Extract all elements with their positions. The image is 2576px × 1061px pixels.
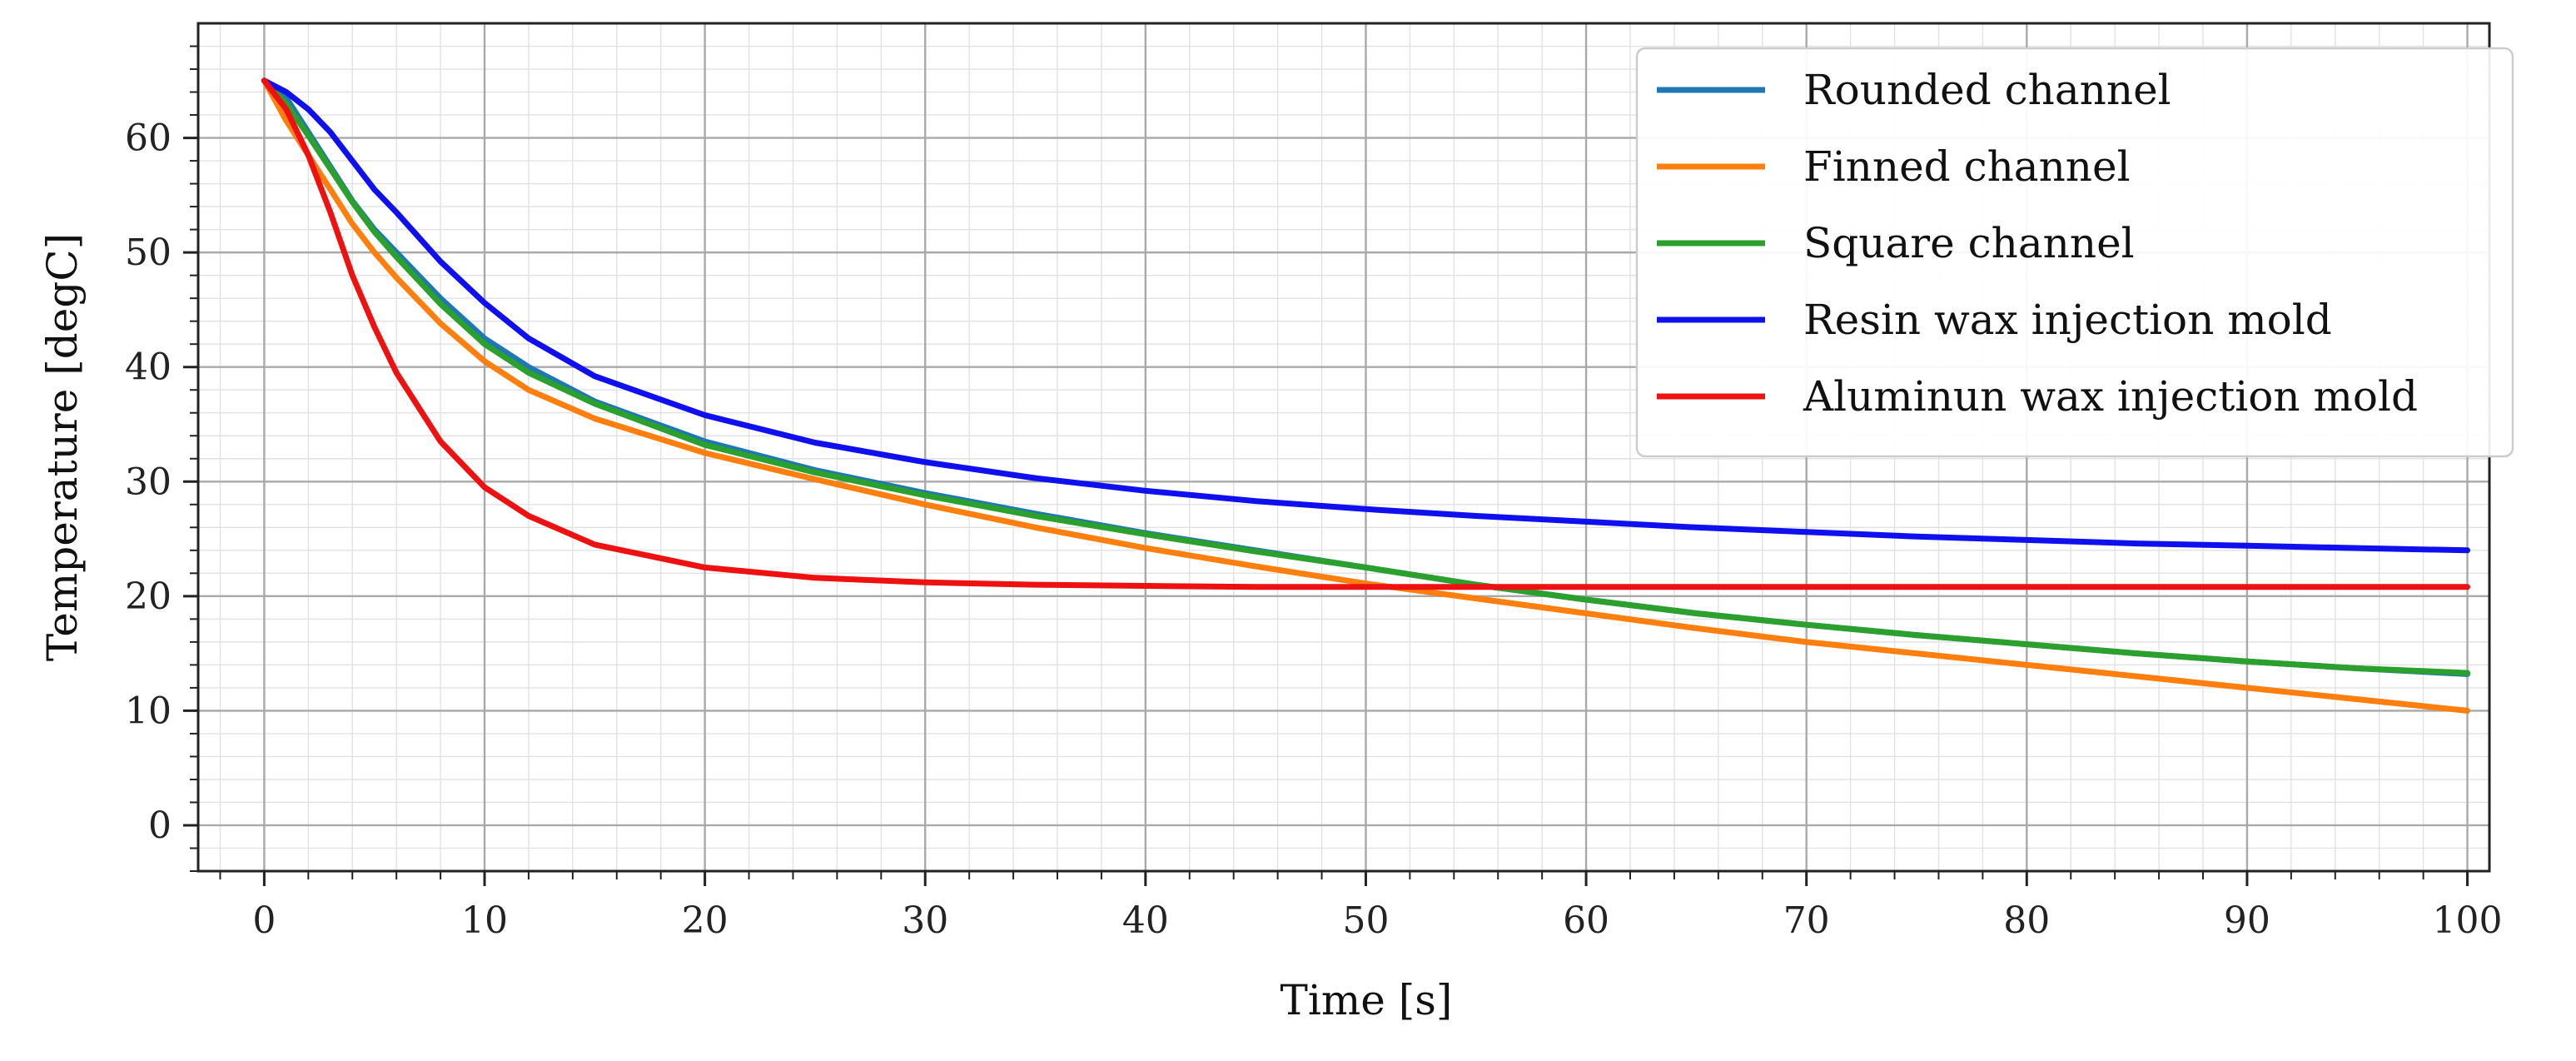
y-tick-label: 0 [148,804,172,847]
x-tick-label: 50 [1342,899,1389,942]
y-tick-label: 40 [125,346,172,389]
x-tick-label: 20 [682,899,729,942]
legend-label-4: Resin wax injection mold [1803,296,2332,344]
x-tick-label: 40 [1122,899,1169,942]
legend-label-5: Aluminun wax injection mold [1803,372,2418,421]
x-tick-label: 10 [461,899,508,942]
y-tick-label: 10 [125,690,172,732]
y-axis-label: Temperature [degC] [38,233,87,661]
x-tick-label: 70 [1783,899,1830,942]
series-lines [261,77,2470,714]
x-tick-label: 60 [1563,899,1609,942]
legend: Rounded channel Finned channel Square chan… [1635,47,2514,458]
legend-label-2: Finned channel [1803,142,2131,191]
x-tick-label: 30 [902,899,948,942]
series-line-3 [261,77,2470,676]
legend-box [1635,47,2514,458]
series-line-5 [261,77,2470,590]
legend-label-3: Square channel [1803,219,2135,267]
series-line-2 [261,77,2470,714]
tick-labels: 0 10 20 30 40 50 60 70 80 90 100 0 10 20 30 40 50 60 [125,117,2503,942]
series-line-4 [261,77,2470,554]
y-tick-label: 60 [125,117,172,160]
x-tick-label: 0 [252,899,276,942]
y-tick-label: 50 [125,232,172,274]
legend-label-1: Rounded channel [1803,66,2171,114]
x-axis-label: Time [s] [1281,976,1453,1024]
y-tick-label: 20 [125,575,172,618]
x-tick-label: 80 [2003,899,2050,942]
x-tick-label: 90 [2224,899,2270,942]
x-tick-label: 100 [2433,899,2503,942]
axis-ticks [183,45,2469,886]
y-tick-label: 30 [125,461,172,503]
